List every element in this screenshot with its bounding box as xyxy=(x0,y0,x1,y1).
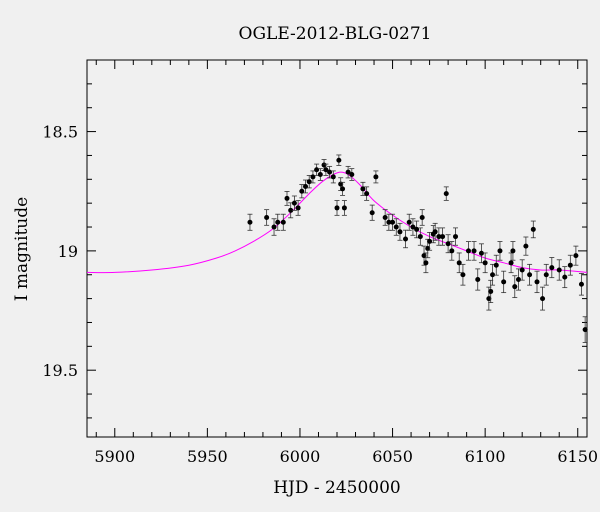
data-point xyxy=(369,210,375,216)
x-tick-label: 5950 xyxy=(187,447,228,466)
data-point xyxy=(510,248,516,254)
data-point xyxy=(573,253,579,259)
data-point xyxy=(556,267,562,273)
data-point xyxy=(291,200,297,206)
data-point xyxy=(360,186,366,192)
data-point xyxy=(471,248,477,254)
y-tick-label: 19 xyxy=(58,242,78,261)
x-tick-label: 6100 xyxy=(465,447,506,466)
data-point xyxy=(317,172,323,178)
data-point xyxy=(540,296,546,302)
data-point xyxy=(397,229,403,235)
data-point xyxy=(515,277,521,283)
data-point xyxy=(271,224,277,230)
x-tick-label: 6050 xyxy=(372,447,413,466)
x-axis-label: HJD - 2450000 xyxy=(273,478,401,498)
data-point xyxy=(406,219,412,225)
data-point xyxy=(478,250,484,256)
data-point xyxy=(345,169,351,175)
x-tick-label: 6000 xyxy=(280,447,321,466)
x-axis: 5900 5950 6000 6050 6100 6150 xyxy=(94,60,598,466)
data-point xyxy=(460,272,466,278)
data-point xyxy=(549,265,555,271)
data-point xyxy=(306,179,312,185)
data-point xyxy=(247,219,253,225)
data-point xyxy=(527,272,533,278)
data-point xyxy=(284,195,290,201)
data-point xyxy=(327,169,333,175)
data-point xyxy=(512,284,518,290)
data-point xyxy=(295,205,301,211)
data-point xyxy=(501,279,507,285)
data-point xyxy=(425,246,431,251)
data-point xyxy=(465,248,471,254)
x-tick-label: 5900 xyxy=(94,447,135,466)
y-tick-label: 19.5 xyxy=(42,361,78,380)
data-point xyxy=(486,296,492,302)
data-point xyxy=(493,262,499,268)
data-point xyxy=(445,241,451,247)
data-point xyxy=(330,174,336,180)
data-point xyxy=(519,267,525,273)
x-tick-label: 6150 xyxy=(557,447,598,466)
data-point xyxy=(288,207,294,213)
data-point xyxy=(443,191,449,197)
data-point xyxy=(449,248,455,254)
data-point xyxy=(530,226,536,232)
data-point xyxy=(334,205,340,211)
data-point xyxy=(410,224,416,230)
data-point xyxy=(488,288,494,294)
data-point xyxy=(482,260,488,266)
data-point xyxy=(338,181,344,187)
data-point xyxy=(382,214,388,220)
data-point xyxy=(562,274,568,280)
data-point xyxy=(582,327,588,333)
chart-title: OGLE-2012-BLG-0271 xyxy=(239,24,432,44)
data-point xyxy=(497,248,503,254)
data-point xyxy=(543,272,549,278)
data-point xyxy=(436,234,442,240)
data-point xyxy=(423,260,429,266)
data-point xyxy=(386,219,392,225)
data-point xyxy=(508,260,514,266)
data-point xyxy=(534,279,540,285)
data-point xyxy=(264,214,270,220)
data-point xyxy=(453,234,459,240)
data-points-layer xyxy=(247,154,588,343)
data-point xyxy=(323,167,329,173)
y-axis: 18.5 19 19.5 xyxy=(42,59,587,419)
data-point xyxy=(364,191,370,197)
y-tick-label: 18.5 xyxy=(42,123,78,142)
data-point xyxy=(280,219,286,225)
data-point xyxy=(373,174,379,180)
data-point xyxy=(341,205,347,211)
data-point xyxy=(421,253,427,259)
data-point xyxy=(523,243,529,249)
data-point xyxy=(578,281,584,287)
data-point xyxy=(336,157,342,163)
data-point xyxy=(475,277,481,283)
data-point xyxy=(567,262,573,268)
data-point xyxy=(432,229,438,235)
data-point xyxy=(275,219,281,225)
data-point xyxy=(419,214,425,220)
data-point xyxy=(393,224,399,230)
data-point xyxy=(390,219,396,225)
data-point xyxy=(490,272,496,278)
data-point xyxy=(403,236,409,242)
y-axis-label: I magnitude xyxy=(12,197,32,301)
data-point xyxy=(417,234,423,240)
data-point xyxy=(314,167,320,173)
data-point xyxy=(349,172,355,178)
data-point xyxy=(340,186,346,192)
data-point xyxy=(299,188,305,194)
data-point xyxy=(440,234,446,240)
